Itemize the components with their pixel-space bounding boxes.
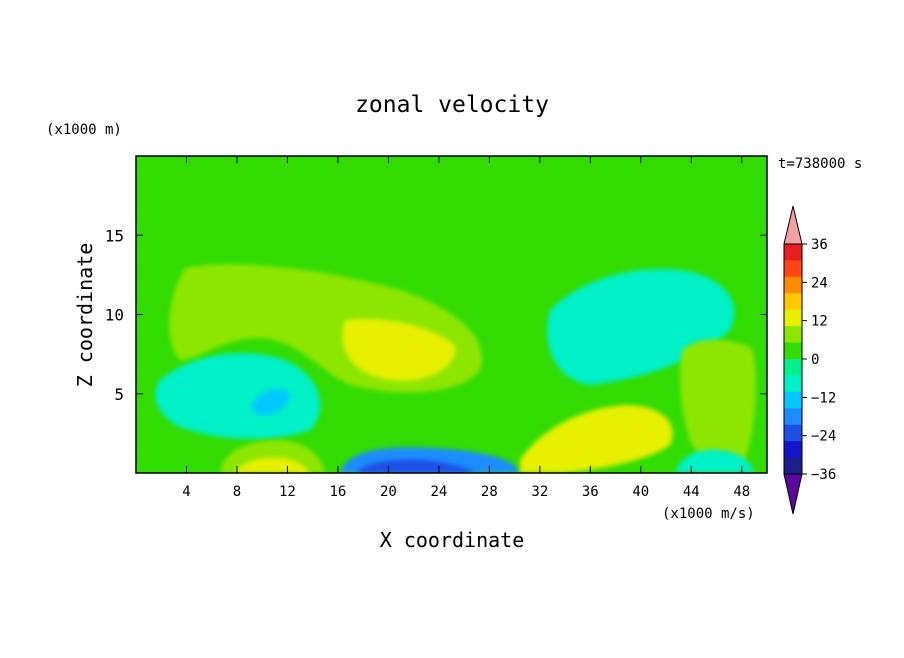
x-tick-label: 28 (481, 484, 498, 500)
colorbar-tick-label: 24 (811, 275, 828, 291)
y-axis: 5 10 15 (105, 226, 767, 404)
x-tick-label: 40 (632, 484, 649, 500)
x-tick-label: 12 (279, 484, 296, 500)
x-tick-label: 44 (683, 484, 700, 500)
colorbar-bin (784, 309, 802, 327)
y-tick-label: 5 (114, 385, 124, 404)
colorbar-bin (784, 359, 802, 376)
colorbar-tick-label: −24 (811, 429, 836, 445)
contour-region-lower-right-minimum (675, 449, 755, 473)
chart-title: zonal velocity (355, 92, 549, 118)
contour-field (136, 156, 767, 473)
colorbar-bin (784, 391, 802, 409)
contour-region-bottom-minimum-core (355, 459, 475, 473)
time-label: t=738000 s (778, 156, 862, 172)
colorbar-bin (784, 260, 802, 278)
colorbar-bin (784, 276, 802, 294)
contour-region-upper-left-band (136, 156, 500, 270)
contour-region-right-jet (680, 339, 756, 465)
colorbar-bin (784, 342, 802, 360)
colorbar-bin (784, 424, 802, 442)
x-tick-label: 48 (733, 484, 750, 500)
colorbar: 36 24 12 0 −12 −24 −36 (783, 205, 836, 515)
x-unit-label: (x1000 m/s) (662, 506, 755, 522)
x-axis: 4 8 12 16 20 24 28 32 36 40 44 48 (182, 156, 750, 500)
colorbar-extend-bottom (783, 473, 803, 515)
colorbar-bin (784, 441, 802, 459)
y-tick-label: 10 (105, 306, 124, 325)
colorbar-tick-label: −12 (811, 390, 836, 406)
contour-region-upper-right-band (490, 165, 748, 250)
x-tick-label: 24 (430, 484, 447, 500)
x-axis-label: X coordinate (380, 528, 525, 552)
colorbar-bin (784, 293, 802, 311)
contour-region-left-jet-core (342, 318, 456, 381)
x-tick-label: 16 (329, 484, 346, 500)
x-tick-label: 4 (182, 484, 190, 500)
colorbar-bin (784, 375, 802, 393)
x-tick-label: 36 (582, 484, 599, 500)
contour-region-lower-left-minimum (155, 352, 321, 440)
colorbar-bin (784, 326, 802, 344)
x-tick-label: 32 (531, 484, 548, 500)
x-tick-label: 8 (233, 484, 241, 500)
y-unit-label: (x1000 m) (46, 122, 122, 138)
colorbar-tick-label: 36 (811, 237, 828, 253)
x-tick-label: 20 (380, 484, 397, 500)
colorbar-tick-label: −36 (811, 467, 836, 483)
colorbar-bin (784, 244, 802, 261)
y-tick-label: 15 (105, 226, 124, 245)
colorbar-extend-top (783, 205, 803, 245)
colorbar-bin (784, 408, 802, 426)
colorbar-bin (784, 457, 802, 475)
contour-region-bottom-jet-core (235, 457, 310, 473)
colorbar-tick-label: 12 (811, 314, 828, 330)
contour-region-lower-left-core (251, 388, 290, 415)
y-axis-label: Z coordinate (73, 243, 97, 388)
contour-region-lower-right-jet-core (599, 421, 660, 443)
colorbar-tick-label: 0 (811, 352, 819, 368)
